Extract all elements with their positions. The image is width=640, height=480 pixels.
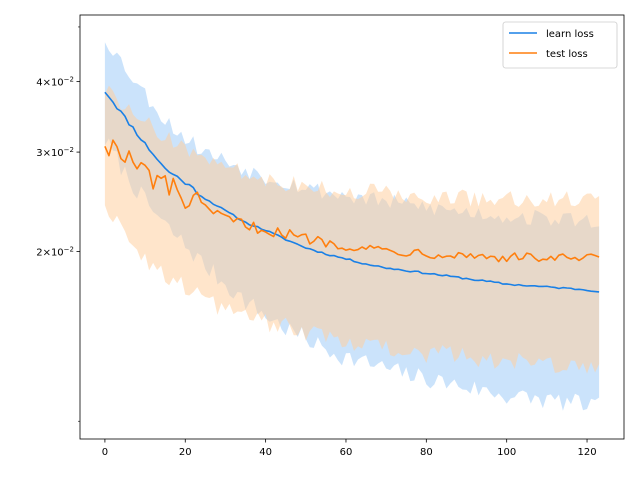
confidence-bands xyxy=(104,42,600,411)
x-tick-label: 80 xyxy=(420,447,433,458)
series-lines xyxy=(104,91,600,293)
band-test-loss xyxy=(104,85,600,374)
line-test-loss xyxy=(104,139,600,263)
x-tick-label: 120 xyxy=(577,447,596,458)
x-tick-label: 40 xyxy=(259,447,272,458)
legend-label: learn loss xyxy=(546,29,594,40)
y-tick-label: 3×10−2 xyxy=(36,146,74,159)
line-learn-loss xyxy=(104,91,600,293)
x-tick-label: 20 xyxy=(179,447,192,458)
y-axis: 2×10−2 3×10−2 4×10−2 xyxy=(36,26,80,422)
plot-frame xyxy=(79,14,625,440)
x-tick-label: 60 xyxy=(340,447,353,458)
legend-label: test loss xyxy=(546,49,588,60)
x-tick-label: 100 xyxy=(497,447,516,458)
y-tick-label: 2×10−2 xyxy=(36,245,74,258)
legend: learn loss test loss xyxy=(502,21,618,69)
y-tick-label: 4×10−2 xyxy=(36,76,74,89)
x-tick-label: 0 xyxy=(102,447,108,458)
x-axis: 0 20 40 60 80 100 120 xyxy=(102,439,597,458)
